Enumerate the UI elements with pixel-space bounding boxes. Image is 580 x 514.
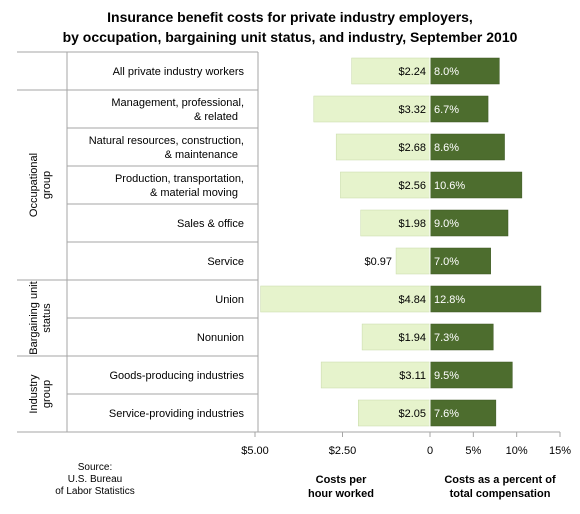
percent-compensation-label: 6.7% [434, 104, 459, 116]
category-label: Nonunion [197, 332, 244, 344]
chart-title-line-2: by occupation, bargaining unit status, a… [62, 29, 518, 45]
cost-per-hour-label: $0.97 [365, 256, 393, 268]
group-label-line: status [41, 303, 53, 333]
percent-compensation-bar [429, 285, 542, 313]
cost-per-hour-bar [313, 95, 431, 123]
left-axis-title: Costs per hour worked [276, 473, 406, 501]
percent-compensation-label: 7.6% [434, 408, 459, 420]
category-label: Service [207, 256, 244, 268]
percent-compensation-bar [429, 209, 509, 237]
category-label-line-1: Production, transportation, [115, 173, 244, 185]
category-label: Goods-producing industries [109, 370, 244, 382]
group-label-line: group [41, 171, 53, 199]
percent-compensation-label: 9.0% [434, 218, 459, 230]
cost-per-hour-bar [395, 247, 431, 275]
percent-compensation-label: 10.6% [434, 180, 465, 192]
category-label-line-1: Management, professional, [111, 97, 244, 109]
right-axis-tick-label: 5% [465, 445, 481, 457]
percent-compensation-bar [429, 133, 505, 161]
group-label-line: Occupational [28, 153, 40, 217]
cost-per-hour-label: $1.98 [398, 218, 426, 230]
category-label: Service-providing industries [109, 408, 245, 420]
percent-compensation-label: 8.0% [434, 66, 459, 78]
left-axis-title-line-2: hour worked [307, 488, 374, 500]
left-axis-tick-label: $2.50 [329, 445, 357, 457]
cost-per-hour-bar [340, 171, 431, 199]
category-label-line-2: & material moving [150, 187, 238, 199]
source-line-3: of Labor Statistics [55, 486, 135, 497]
cost-per-hour-bar [358, 399, 431, 427]
percent-compensation-label: 9.5% [434, 370, 459, 382]
category-label: All private industry workers [113, 66, 245, 78]
left-axis-tick-label: $5.00 [241, 445, 269, 457]
cost-per-hour-label: $4.84 [398, 294, 426, 306]
cost-per-hour-bar [351, 57, 431, 85]
left-axis-tick-label: 0 [427, 445, 433, 457]
percent-compensation-label: 12.8% [434, 294, 465, 306]
category-label-line-2: & related [194, 111, 238, 123]
cost-per-hour-label: $2.56 [398, 180, 426, 192]
percent-compensation-label: 7.3% [434, 332, 459, 344]
group-label-line: Industry [28, 374, 40, 414]
category-label-line-2: & maintenance [165, 149, 238, 161]
left-axis-title-line-1: Costs per [315, 474, 367, 486]
group-label-line: Bargaining unit [28, 281, 40, 354]
cost-per-hour-bar [335, 133, 431, 161]
percent-compensation-bar [429, 247, 491, 275]
percent-compensation-bar [429, 361, 513, 389]
percent-compensation-bar [429, 57, 500, 85]
group-label: Occupationalgroup [28, 153, 53, 217]
source-line-1: Source: [77, 462, 113, 473]
cost-per-hour-label: $3.11 [399, 370, 426, 382]
category-label-line-1: Natural resources, construction, [89, 135, 244, 147]
cost-per-hour-bar [360, 209, 431, 237]
group-label-line: group [41, 380, 53, 408]
chart-title-line-1: Insurance benefit costs for private indu… [107, 9, 473, 25]
group-label: Bargaining unitstatus [28, 281, 53, 354]
cost-per-hour-bar [260, 285, 431, 313]
source-line-2: U.S. Bureau [67, 474, 123, 485]
cost-per-hour-label: $2.24 [398, 66, 426, 78]
category-label: Sales & office [177, 218, 244, 230]
right-axis-tick-label: 15% [549, 445, 571, 457]
group-label: Industrygroup [28, 374, 53, 414]
source-note: Source: U.S. Bureau of Labor Statistics [40, 462, 150, 498]
cost-per-hour-label: $2.05 [398, 408, 426, 420]
cost-per-hour-label: $3.32 [398, 104, 426, 116]
cost-per-hour-label: $1.94 [398, 332, 426, 344]
right-axis-title-line-2: total compensation [449, 488, 551, 500]
percent-compensation-bar [429, 95, 489, 123]
right-axis-title-line-1: Costs as a percent of [444, 474, 556, 486]
percent-compensation-label: 7.0% [434, 256, 459, 268]
percent-compensation-bar [429, 399, 497, 427]
right-axis-title: Costs as a percent of total compensation [425, 473, 575, 501]
percent-compensation-bar [429, 323, 494, 351]
cost-per-hour-bar [320, 361, 431, 389]
right-axis-tick-label: 10% [506, 445, 528, 457]
percent-compensation-label: 8.6% [434, 142, 459, 154]
cost-per-hour-label: $2.68 [398, 142, 426, 154]
percent-compensation-bar [429, 171, 523, 199]
category-label: Union [215, 294, 244, 306]
